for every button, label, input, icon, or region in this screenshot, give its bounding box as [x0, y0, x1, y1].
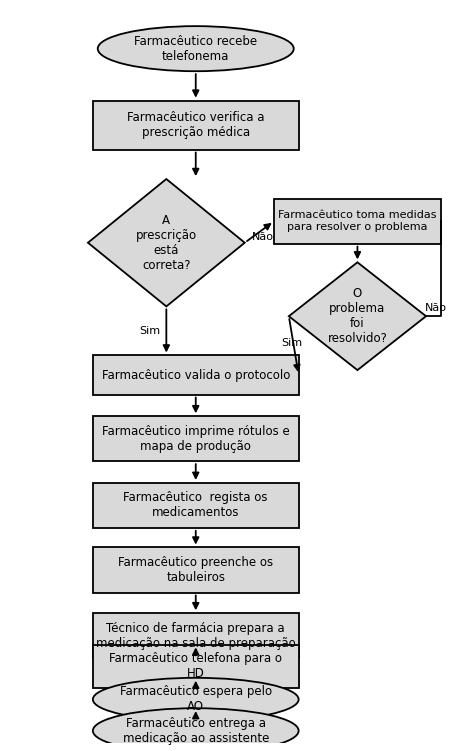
Text: O
problema
foi
resolvido?: O problema foi resolvido? — [327, 287, 387, 345]
FancyBboxPatch shape — [93, 547, 298, 593]
Text: Farmacêutico  regista os
medicamentos: Farmacêutico regista os medicamentos — [123, 491, 268, 520]
Ellipse shape — [93, 708, 298, 751]
FancyBboxPatch shape — [93, 416, 298, 461]
Text: Farmacêutico valida o protocolo: Farmacêutico valida o protocolo — [101, 369, 289, 382]
Text: Farmacêutico imprime rótulos e
mapa de produção: Farmacêutico imprime rótulos e mapa de p… — [102, 425, 289, 453]
Text: Farmacêutico toma medidas
para resolver o problema: Farmacêutico toma medidas para resolver … — [278, 210, 436, 232]
Text: Farmacêutico telefona para o
HD: Farmacêutico telefona para o HD — [109, 652, 282, 680]
FancyBboxPatch shape — [274, 198, 440, 243]
FancyBboxPatch shape — [93, 644, 298, 688]
Text: Técnico de farmácia prepara a
medicação na sala de preparação: Técnico de farmácia prepara a medicação … — [96, 622, 295, 650]
FancyBboxPatch shape — [93, 355, 298, 394]
Text: Não: Não — [251, 232, 273, 242]
Text: Farmacêutico preenche os
tabuleiros: Farmacêutico preenche os tabuleiros — [118, 556, 273, 584]
Text: Sim: Sim — [281, 338, 302, 348]
Polygon shape — [88, 179, 244, 306]
FancyBboxPatch shape — [93, 613, 298, 658]
FancyBboxPatch shape — [93, 483, 298, 528]
Ellipse shape — [98, 26, 293, 71]
Text: Sim: Sim — [139, 326, 160, 336]
Text: Farmacêutico verifica a
prescrição médica: Farmacêutico verifica a prescrição médic… — [127, 111, 264, 139]
FancyBboxPatch shape — [93, 101, 298, 149]
Text: Farmacêutico espera pelo
AO: Farmacêutico espera pelo AO — [119, 686, 271, 713]
Text: A
prescrição
está
correta?: A prescrição está correta? — [136, 214, 196, 272]
Polygon shape — [288, 262, 425, 370]
Text: Não: Não — [424, 303, 446, 313]
Ellipse shape — [93, 678, 298, 721]
Text: Farmacêutico entrega a
medicação ao assistente: Farmacêutico entrega a medicação ao assi… — [122, 716, 269, 745]
Text: Farmacêutico recebe
telefonema: Farmacêutico recebe telefonema — [134, 35, 257, 62]
